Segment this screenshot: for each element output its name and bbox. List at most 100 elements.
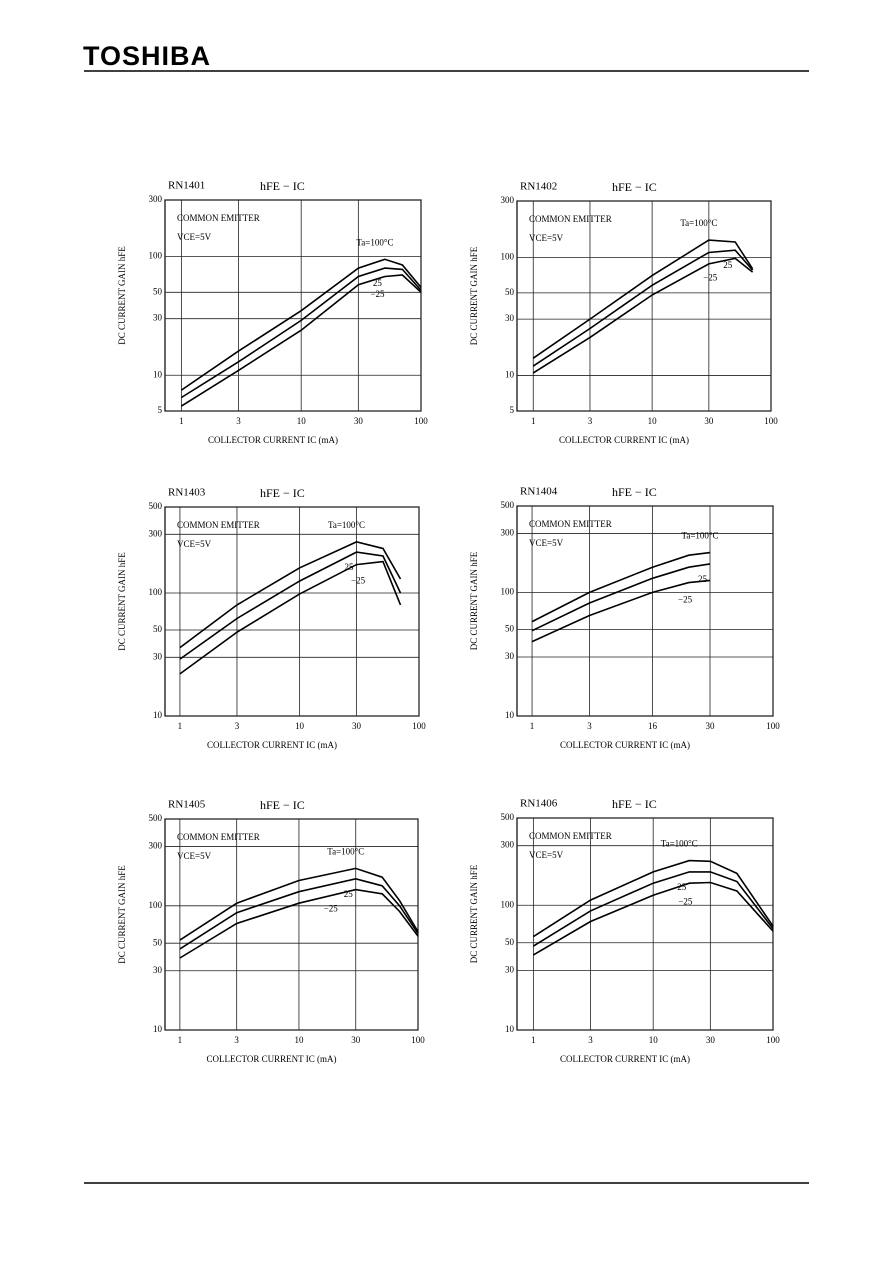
chart-title: RN1406 xyxy=(520,798,558,810)
x-axis-label: COLLECTOR CURRENT IC (mA) xyxy=(208,435,338,445)
x-tick-label: 1 xyxy=(531,1035,536,1045)
series-label: Ta=100°C xyxy=(680,218,717,228)
x-tick-label: 1 xyxy=(530,721,535,731)
series-label: Ta=100°C xyxy=(328,520,365,530)
chart-subtitle: hFE − IC xyxy=(260,179,305,193)
y-tick-label: 10 xyxy=(505,710,515,720)
x-tick-label: 30 xyxy=(706,721,716,731)
x-axis-label: COLLECTOR CURRENT IC (mA) xyxy=(207,1054,337,1064)
series-label: 25 xyxy=(344,889,354,899)
x-tick-label: 10 xyxy=(294,1035,304,1045)
x-tick-label: 3 xyxy=(588,1035,593,1045)
y-tick-label: 10 xyxy=(153,369,163,379)
series-line xyxy=(179,560,402,675)
annotation: VCE=5V xyxy=(177,851,212,861)
y-axis-label: DC CURRENT GAIN hFE xyxy=(469,551,479,650)
series-label: −25 xyxy=(678,594,693,604)
x-tick-label: 3 xyxy=(234,1035,239,1045)
series-label: −25 xyxy=(678,897,693,907)
series-line xyxy=(179,888,419,959)
series-line xyxy=(532,871,774,947)
chart-subtitle: hFE − IC xyxy=(612,180,657,194)
y-tick-label: 50 xyxy=(505,287,515,297)
y-axis-label: DC CURRENT GAIN hFE xyxy=(469,246,479,345)
annotation: COMMON EMITTER xyxy=(529,831,612,841)
series-line xyxy=(532,249,754,367)
y-tick-label: 5 xyxy=(510,405,515,415)
x-tick-label: 10 xyxy=(648,416,658,426)
x-tick-label: 100 xyxy=(766,721,780,731)
x-tick-label: 30 xyxy=(704,416,714,426)
series-line xyxy=(532,859,774,938)
x-axis-label: COLLECTOR CURRENT IC (mA) xyxy=(559,435,689,445)
x-tick-label: 1 xyxy=(178,1035,183,1045)
x-tick-label: 1 xyxy=(178,721,183,731)
y-tick-label: 30 xyxy=(505,651,515,661)
annotation: VCE=5V xyxy=(177,539,212,549)
y-tick-label: 300 xyxy=(149,841,163,851)
series-label: 25 xyxy=(723,260,733,270)
annotation: COMMON EMITTER xyxy=(177,213,260,223)
annotation: COMMON EMITTER xyxy=(529,519,612,529)
x-tick-label: 1 xyxy=(531,416,536,426)
y-tick-label: 100 xyxy=(501,899,515,909)
series-label: 25 xyxy=(373,278,383,288)
series-label: −25 xyxy=(324,904,339,914)
y-tick-label: 100 xyxy=(149,251,163,261)
y-tick-label: 300 xyxy=(501,527,515,537)
y-tick-label: 500 xyxy=(149,501,163,511)
chart-subtitle: hFE − IC xyxy=(260,798,305,812)
y-axis-label: DC CURRENT GAIN hFE xyxy=(117,246,127,345)
series-label: 25 xyxy=(344,562,354,572)
y-tick-label: 10 xyxy=(505,1024,515,1034)
y-tick-label: 30 xyxy=(153,965,163,975)
series-line xyxy=(532,881,774,956)
annotation: VCE=5V xyxy=(177,232,212,242)
y-tick-label: 500 xyxy=(501,500,515,510)
y-tick-label: 300 xyxy=(149,528,163,538)
y-tick-label: 10 xyxy=(505,370,515,380)
x-tick-label: 100 xyxy=(764,416,778,426)
y-axis-label: DC CURRENT GAIN hFE xyxy=(117,552,127,651)
y-tick-label: 50 xyxy=(505,937,515,947)
y-tick-label: 5 xyxy=(158,405,163,415)
chart-title: RN1402 xyxy=(520,181,557,193)
series-line xyxy=(179,867,419,941)
chart-title: RN1404 xyxy=(520,486,558,498)
y-tick-label: 300 xyxy=(501,840,515,850)
x-tick-label: 3 xyxy=(587,721,592,731)
series-label: Ta=100°C xyxy=(327,846,364,856)
y-axis-label: DC CURRENT GAIN hFE xyxy=(469,864,479,963)
x-tick-label: 10 xyxy=(295,721,305,731)
chart-subtitle: hFE − IC xyxy=(612,485,657,499)
y-tick-label: 30 xyxy=(505,965,515,975)
chart-title: RN1401 xyxy=(168,180,205,192)
series-label: −25 xyxy=(370,289,385,299)
series-label: −25 xyxy=(703,272,718,282)
x-tick-label: 100 xyxy=(414,416,428,426)
y-tick-label: 100 xyxy=(149,900,163,910)
x-tick-label: 30 xyxy=(354,416,364,426)
y-tick-label: 30 xyxy=(505,313,515,323)
chart-subtitle: hFE − IC xyxy=(612,797,657,811)
y-tick-label: 30 xyxy=(153,651,163,661)
y-tick-label: 500 xyxy=(501,812,515,822)
y-tick-label: 300 xyxy=(501,195,515,205)
y-tick-label: 30 xyxy=(153,313,163,323)
y-tick-label: 50 xyxy=(505,624,515,634)
series-line xyxy=(180,274,422,407)
series-label: Ta=100°C xyxy=(681,531,718,541)
series-line xyxy=(180,267,422,399)
x-tick-label: 3 xyxy=(588,416,593,426)
y-tick-label: 10 xyxy=(153,1024,163,1034)
chart-subtitle: hFE − IC xyxy=(260,486,305,500)
x-tick-label: 10 xyxy=(649,1035,659,1045)
annotation: VCE=5V xyxy=(529,538,564,548)
series-line xyxy=(531,579,711,643)
series-line xyxy=(532,257,754,374)
series-line xyxy=(180,258,422,391)
x-tick-label: 30 xyxy=(706,1035,716,1045)
series-line xyxy=(531,563,711,632)
series-label: −25 xyxy=(351,576,366,586)
